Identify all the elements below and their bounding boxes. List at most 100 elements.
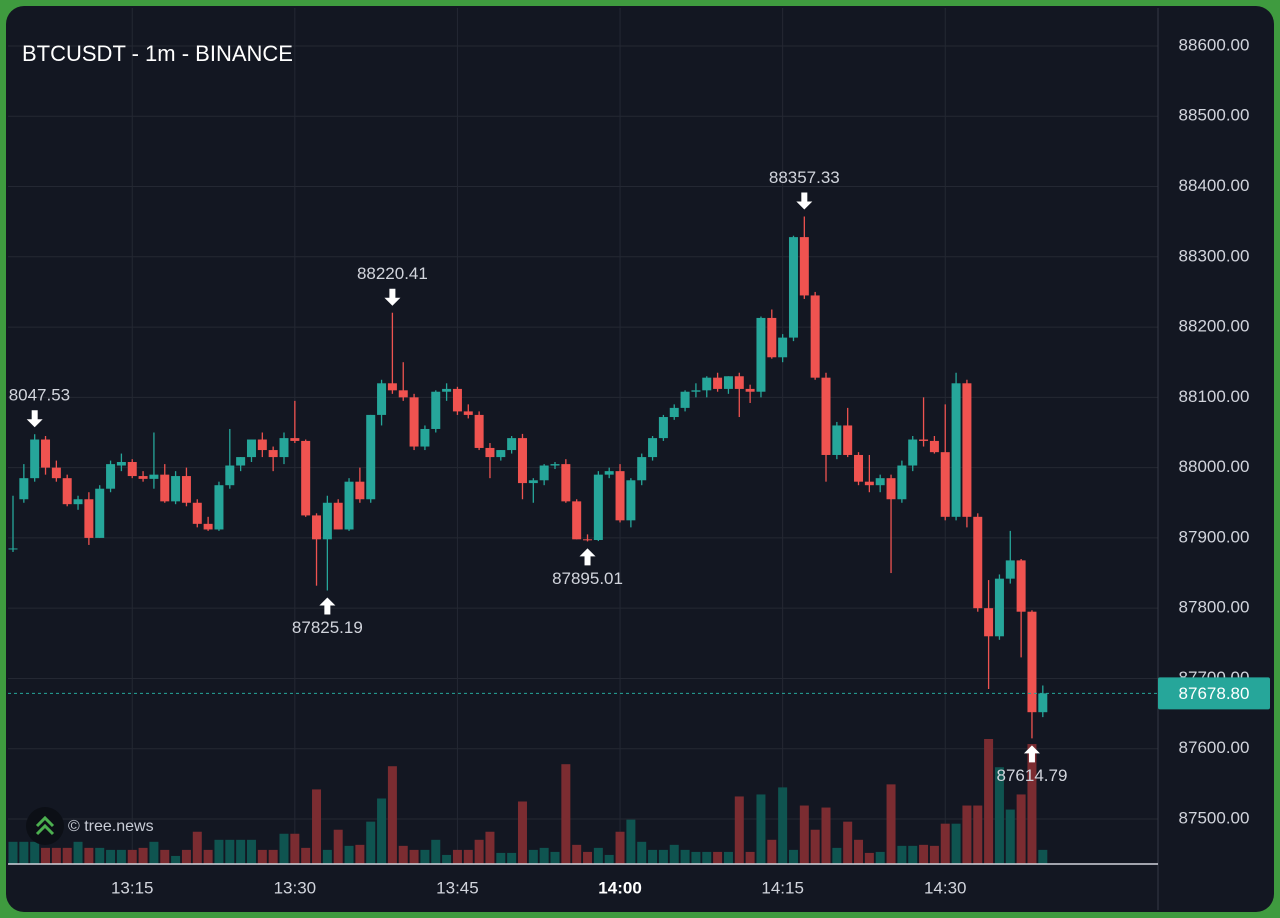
candle-body [116,462,126,466]
candle-body [897,465,907,500]
axis-layer: 87500.0087600.0087700.0087800.0087900.00… [111,35,1270,897]
volume-bar [387,766,397,864]
last-price-tag [1158,677,1270,710]
volume-bar [1038,849,1048,864]
candle-body [301,440,311,516]
y-tick-label: 87800.00 [1179,598,1250,617]
volume-bar [149,841,159,864]
candle-body [984,608,994,637]
x-tick-label: 14:30 [924,878,967,897]
candle-body [854,454,864,482]
volume-bar [984,739,994,864]
volume-bar [236,839,246,864]
candle-body [73,499,83,505]
volume-bar [420,849,430,864]
candle-body [41,439,51,468]
candle-body [290,438,300,441]
y-tick-label: 87500.00 [1179,809,1250,828]
volume-bar [8,841,18,864]
candle-body [669,407,679,418]
y-tick-label: 88200.00 [1179,317,1250,336]
candle-body [832,425,842,455]
volume-bar [973,805,983,864]
candle-body [442,388,452,392]
candle-body [691,390,701,392]
volume-bar [940,823,950,864]
candle-body [539,465,549,481]
candle-body [886,478,896,500]
volume-bar [214,839,224,864]
candle-body [452,388,462,412]
annotation-label: 88220.41 [357,264,428,283]
candle-body [138,476,148,479]
volume-bar [322,849,332,864]
candle-body [62,478,72,505]
volume-bar [734,796,744,864]
volume-bar [463,849,473,864]
volume-bar [84,847,94,864]
candle-body [463,411,473,415]
volume-bar [192,831,202,864]
volume-bar [95,847,105,864]
volume-bar [496,852,506,864]
volume-bar [485,831,495,864]
candle-body [973,516,983,609]
volume-bar [1016,794,1026,864]
candle-body [561,464,571,502]
annotation-label: 87825.19 [292,618,363,637]
y-tick-label: 88400.00 [1179,176,1250,195]
candle-body [507,438,517,451]
candle-body [929,440,939,453]
candle-body [257,439,267,451]
volume-bar [843,821,853,864]
volume-bar [702,851,712,864]
candle-body [940,452,950,517]
volume-bar [62,847,72,864]
annotation-arrow [1023,745,1040,763]
candle-body [496,450,506,458]
candle-body [181,476,191,503]
candle-body [431,391,441,429]
x-tick-label: 13:45 [436,878,479,897]
candle-body [864,481,874,486]
candle-body [106,464,116,489]
volume-bar [658,849,668,864]
candle-body [875,478,885,486]
x-tick-label: 13:30 [274,878,317,897]
annotation-arrow [26,410,43,428]
candle-body [30,439,40,479]
volume-bar [127,849,137,864]
candle-body [778,337,788,358]
volume-bar [19,841,29,864]
candle-body [528,480,538,484]
volume-bar [561,764,571,864]
candle-body [843,425,853,455]
annotation-label: 88357.33 [769,168,840,187]
candle-body [160,474,170,502]
volume-bar [637,841,647,864]
y-tick-label: 87900.00 [1179,527,1250,546]
volume-bar [648,849,658,864]
y-tick-label: 88600.00 [1179,35,1250,54]
volume-bar [691,851,701,864]
chart-title: BTCUSDT - 1m - BINANCE [22,41,293,66]
annotation-label: 87895.01 [552,569,623,588]
volume-bar [171,855,181,864]
volume-bar [1005,809,1015,864]
volume-bar [832,847,842,864]
x-tick-label: 14:15 [761,878,804,897]
candle-body [572,501,582,540]
volume-bar [897,845,907,864]
volume-bar [756,794,766,864]
candle-body [1027,611,1037,713]
volume-bar [517,801,527,864]
candle-body [1005,560,1015,579]
candle-body [517,438,527,484]
volume-bar [583,851,593,864]
volume-bar [669,844,679,864]
volume-layer [8,739,1048,864]
volume-bar [539,847,549,864]
volume-bar [181,849,191,864]
volume-bar [962,805,972,864]
candle-body [1038,693,1048,713]
